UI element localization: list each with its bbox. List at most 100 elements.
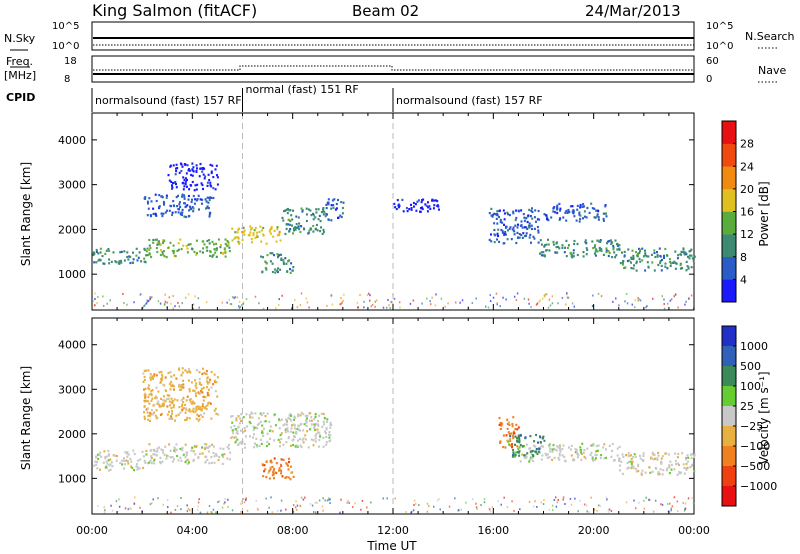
speckle-mark xyxy=(174,508,177,511)
echo-mark xyxy=(565,255,568,258)
echo-mark xyxy=(519,434,522,437)
echo-mark xyxy=(512,451,515,454)
speckle-mark xyxy=(176,504,179,507)
echo-mark xyxy=(244,446,247,449)
echo-mark xyxy=(129,261,132,265)
echo-mark xyxy=(152,453,155,456)
speckle-mark xyxy=(145,302,148,305)
speckle-mark xyxy=(256,507,259,510)
echo-mark xyxy=(126,255,129,259)
echo-mark xyxy=(249,225,252,228)
echo-mark xyxy=(146,254,149,257)
echo-mark xyxy=(173,254,176,257)
echo-mark xyxy=(268,230,271,233)
echo-mark xyxy=(286,423,288,426)
echo-mark xyxy=(193,202,196,205)
speckle-mark xyxy=(102,295,104,298)
echo-mark xyxy=(95,250,98,253)
echo-mark xyxy=(506,238,509,241)
echo-mark xyxy=(195,253,198,256)
echo-mark xyxy=(600,248,603,251)
echo-mark xyxy=(677,463,680,466)
echo-mark xyxy=(157,400,160,403)
echo-mark xyxy=(600,454,603,457)
echo-mark xyxy=(642,255,645,258)
echo-mark xyxy=(530,241,532,244)
echo-mark xyxy=(188,370,191,373)
speckle-mark xyxy=(590,496,592,499)
speckle-mark xyxy=(330,294,333,297)
echo-mark xyxy=(612,244,615,248)
echo-mark xyxy=(258,230,261,234)
echo-mark xyxy=(203,406,206,410)
echo-mark xyxy=(197,194,200,197)
speckle-mark xyxy=(224,497,226,500)
echo-mark xyxy=(510,238,513,241)
echo-mark xyxy=(660,269,663,272)
echo-mark xyxy=(175,443,178,446)
echo-mark xyxy=(162,402,165,405)
echo-mark xyxy=(215,249,218,252)
echo-mark xyxy=(191,162,194,165)
echo-mark xyxy=(641,247,644,250)
echo-mark xyxy=(610,242,613,245)
echo-mark xyxy=(669,264,672,268)
echo-mark xyxy=(591,457,594,460)
speckle-mark xyxy=(271,511,274,514)
echo-mark xyxy=(155,238,158,241)
echo-mark xyxy=(171,186,174,189)
speckle-mark xyxy=(597,504,600,507)
speckle-mark xyxy=(196,508,199,511)
echo-mark xyxy=(335,207,338,210)
echo-mark xyxy=(567,208,570,212)
echo-mark xyxy=(294,424,296,427)
echo-mark xyxy=(194,198,197,201)
speckle-mark xyxy=(139,293,142,296)
echo-mark xyxy=(234,231,237,234)
echo-mark xyxy=(284,431,287,434)
echo-mark xyxy=(553,456,556,459)
echo-mark xyxy=(511,443,513,446)
echo-mark xyxy=(276,269,279,272)
echo-mark xyxy=(276,234,279,237)
speckle-mark xyxy=(426,510,429,513)
echo-mark xyxy=(602,219,605,222)
echo-mark xyxy=(559,209,562,212)
echo-mark xyxy=(320,211,323,214)
echo-mark xyxy=(235,236,238,239)
echo-mark xyxy=(333,198,336,201)
speckle-mark xyxy=(543,499,545,502)
echo-mark xyxy=(592,459,595,462)
echo-mark xyxy=(133,469,135,472)
echo-mark xyxy=(496,222,499,225)
y-tick-label: 1000 xyxy=(58,268,86,281)
speckle-mark xyxy=(471,301,474,304)
speckle-mark xyxy=(192,303,195,306)
echo-mark xyxy=(207,446,210,449)
echo-mark xyxy=(210,196,213,199)
echo-mark xyxy=(147,369,150,372)
echo-mark xyxy=(198,371,201,374)
echo-mark xyxy=(621,472,624,475)
echo-mark xyxy=(681,267,684,270)
echo-mark xyxy=(419,207,422,210)
echo-mark xyxy=(269,437,272,440)
echo-mark xyxy=(635,262,638,265)
speckle-mark xyxy=(239,305,242,308)
echo-mark xyxy=(644,471,647,474)
echo-mark xyxy=(208,179,211,182)
echo-mark xyxy=(183,215,186,218)
nsky-tick-high: 10^5 xyxy=(52,21,79,32)
echo-mark xyxy=(207,207,210,210)
echo-mark xyxy=(114,454,117,457)
echo-mark xyxy=(212,176,215,179)
echo-mark xyxy=(169,204,172,207)
echo-mark xyxy=(324,430,326,433)
echo-mark xyxy=(434,199,437,202)
echo-mark xyxy=(199,162,202,166)
echo-mark xyxy=(96,453,99,456)
echo-mark xyxy=(182,397,185,400)
echo-mark xyxy=(119,259,122,262)
